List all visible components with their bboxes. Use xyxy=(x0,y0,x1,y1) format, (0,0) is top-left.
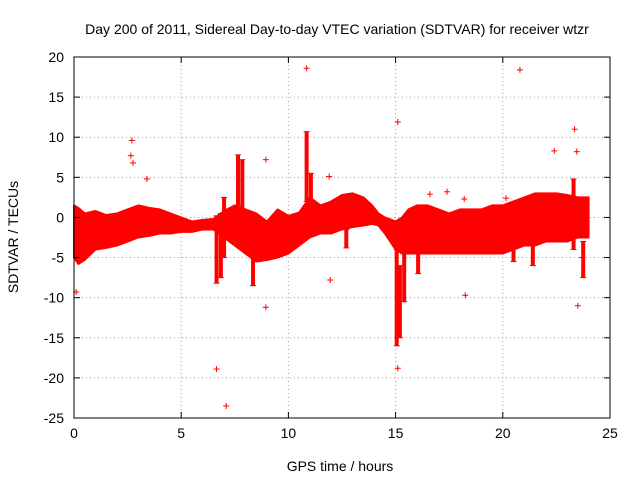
x-tick-label: 10 xyxy=(281,425,297,441)
data-point xyxy=(262,156,269,163)
y-tick-label: 0 xyxy=(56,209,64,225)
data-point xyxy=(303,65,310,72)
data-point xyxy=(551,147,558,154)
data-point xyxy=(327,277,334,284)
y-tick-label: -20 xyxy=(44,370,64,386)
x-axis-label: GPS time / hours xyxy=(287,458,394,474)
data-point xyxy=(461,195,468,202)
data-point xyxy=(127,152,134,159)
data-point xyxy=(223,402,230,409)
data-band xyxy=(73,192,590,265)
y-tick-label: 10 xyxy=(48,129,64,145)
data-point xyxy=(129,159,136,166)
data-point xyxy=(128,137,135,144)
data-point xyxy=(394,118,401,125)
y-tick-label: 5 xyxy=(56,169,64,185)
x-tick-label: 20 xyxy=(495,425,511,441)
x-tick-label: 0 xyxy=(70,425,78,441)
data-point xyxy=(326,173,333,180)
data-point xyxy=(444,188,451,195)
data-point xyxy=(262,304,269,311)
chart-title: Day 200 of 2011, Sidereal Day-to-day VTE… xyxy=(85,21,589,37)
y-tick-label: -10 xyxy=(44,290,64,306)
y-tick-label: 20 xyxy=(48,49,64,65)
data-point xyxy=(143,175,150,182)
data-point xyxy=(573,148,580,155)
data-point xyxy=(394,365,401,372)
y-tick-label: -5 xyxy=(52,250,65,266)
y-axis-label: SDTVAR / TECUs xyxy=(5,181,21,293)
y-tick-label: 15 xyxy=(48,89,64,105)
x-tick-label: 5 xyxy=(177,425,185,441)
y-tick-label: -15 xyxy=(44,330,64,346)
data-point xyxy=(503,195,510,202)
data-point xyxy=(574,302,581,309)
data-point xyxy=(516,66,523,73)
axis-ticks: 0 5 10 15 20 25 -25 -20 -15 -10 -5 0 5 10 15 20 xyxy=(44,49,618,441)
data-point xyxy=(426,191,433,198)
data-point xyxy=(579,254,586,261)
data-points xyxy=(73,65,590,409)
plot-frame xyxy=(73,56,611,419)
x-tick-label: 25 xyxy=(602,425,618,441)
data-point xyxy=(462,292,469,299)
y-tick-label: -25 xyxy=(44,410,64,426)
data-point xyxy=(571,126,578,133)
data-point xyxy=(213,366,220,373)
x-tick-label: 15 xyxy=(388,425,404,441)
